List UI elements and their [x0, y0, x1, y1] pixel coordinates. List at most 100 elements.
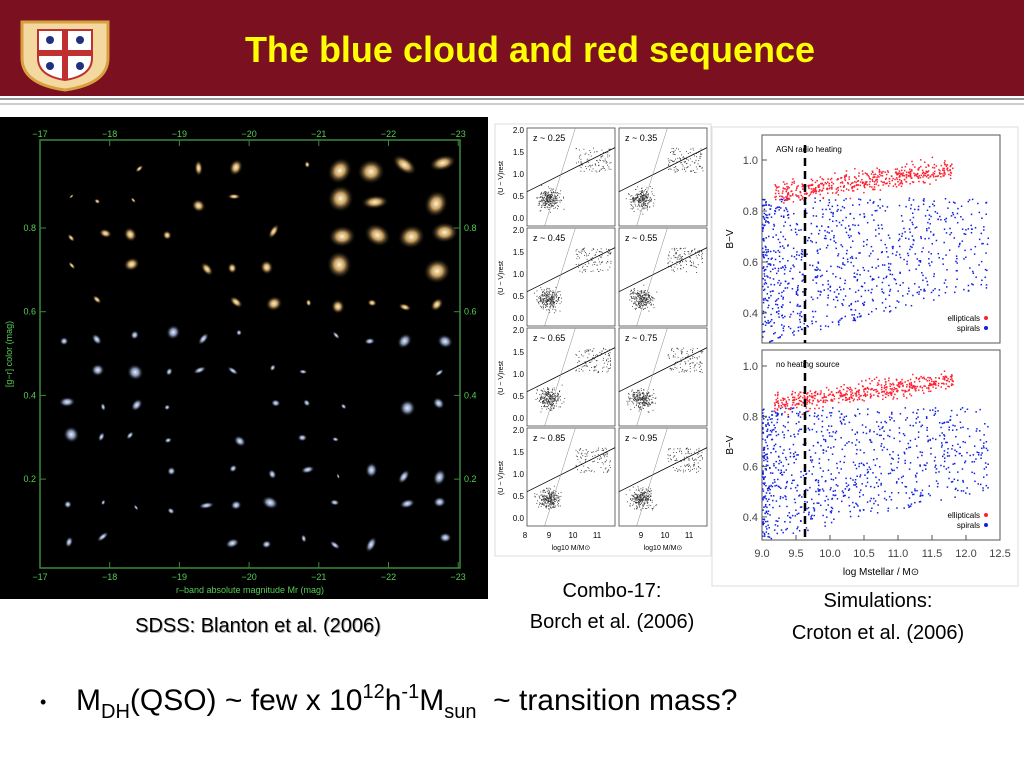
- point: [679, 469, 680, 470]
- point: [631, 293, 632, 294]
- point: [639, 392, 640, 393]
- point: [634, 501, 635, 502]
- point: [904, 463, 906, 465]
- point: [607, 152, 608, 153]
- point: [784, 210, 786, 212]
- point: [544, 498, 545, 499]
- point: [775, 208, 777, 210]
- point: [601, 458, 602, 459]
- point: [777, 525, 779, 527]
- point: [639, 394, 640, 395]
- point: [868, 314, 870, 316]
- point: [696, 472, 697, 473]
- point: [589, 370, 590, 371]
- point: [629, 401, 630, 402]
- point: [550, 212, 551, 213]
- point: [974, 473, 976, 475]
- point: [956, 255, 958, 257]
- point: [691, 262, 692, 263]
- point: [593, 355, 594, 356]
- point: [643, 498, 644, 499]
- point: [778, 268, 780, 270]
- point: [882, 264, 884, 266]
- point: [550, 396, 551, 397]
- point: [575, 354, 576, 355]
- point: [550, 498, 551, 499]
- bullet-text: MDH(QSO) ~ few x 1012h-1Msun ~ transitio…: [76, 681, 737, 723]
- point: [548, 209, 549, 210]
- point: [858, 184, 860, 186]
- point: [641, 492, 642, 493]
- point: [830, 290, 832, 292]
- point: [693, 170, 694, 171]
- point: [673, 357, 674, 358]
- point: [696, 370, 697, 371]
- point: [885, 179, 887, 181]
- point: [766, 251, 768, 253]
- point: [914, 175, 916, 177]
- point: [676, 452, 677, 453]
- point: [610, 358, 611, 359]
- point: [542, 291, 543, 292]
- point: [775, 199, 777, 201]
- point: [911, 305, 913, 307]
- point: [844, 283, 846, 285]
- point: [702, 351, 703, 352]
- point: [819, 270, 821, 272]
- point: [875, 173, 877, 175]
- point: [700, 468, 701, 469]
- point: [638, 204, 639, 205]
- point: [762, 521, 764, 523]
- point: [821, 431, 823, 433]
- point: [700, 362, 701, 363]
- point: [920, 492, 922, 494]
- point: [583, 356, 584, 357]
- point: [599, 261, 600, 262]
- point: [891, 417, 893, 419]
- point: [771, 319, 773, 321]
- point: [797, 290, 799, 292]
- point: [806, 508, 808, 510]
- point: [553, 200, 554, 201]
- point: [782, 199, 784, 201]
- point: [672, 248, 673, 249]
- point: [832, 212, 834, 214]
- point: [797, 224, 799, 226]
- point: [836, 484, 838, 486]
- point: [769, 514, 771, 516]
- point: [854, 272, 856, 274]
- y-tick-label: 2.0: [513, 126, 525, 135]
- point: [947, 167, 949, 169]
- point: [560, 291, 561, 292]
- point: [863, 304, 865, 306]
- point: [645, 503, 646, 504]
- point: [951, 232, 953, 234]
- point: [835, 242, 837, 244]
- point: [825, 235, 827, 237]
- point: [949, 202, 951, 204]
- point: [673, 148, 674, 149]
- point: [694, 357, 695, 358]
- point: [640, 200, 641, 201]
- point: [644, 493, 645, 494]
- point: [645, 201, 646, 202]
- point: [640, 400, 641, 401]
- point: [552, 389, 553, 390]
- point: [682, 169, 683, 170]
- point: [786, 183, 788, 185]
- point: [801, 251, 803, 253]
- point: [546, 506, 547, 507]
- point: [552, 506, 553, 507]
- point: [644, 398, 645, 399]
- point: [778, 434, 780, 436]
- point: [560, 406, 561, 407]
- point: [600, 456, 601, 457]
- point: [768, 322, 770, 324]
- point: [638, 486, 639, 487]
- x-tick-label: −21: [311, 129, 326, 139]
- point: [642, 403, 643, 404]
- point: [700, 371, 701, 372]
- point: [680, 470, 681, 471]
- point: [635, 198, 636, 199]
- point: [764, 269, 766, 271]
